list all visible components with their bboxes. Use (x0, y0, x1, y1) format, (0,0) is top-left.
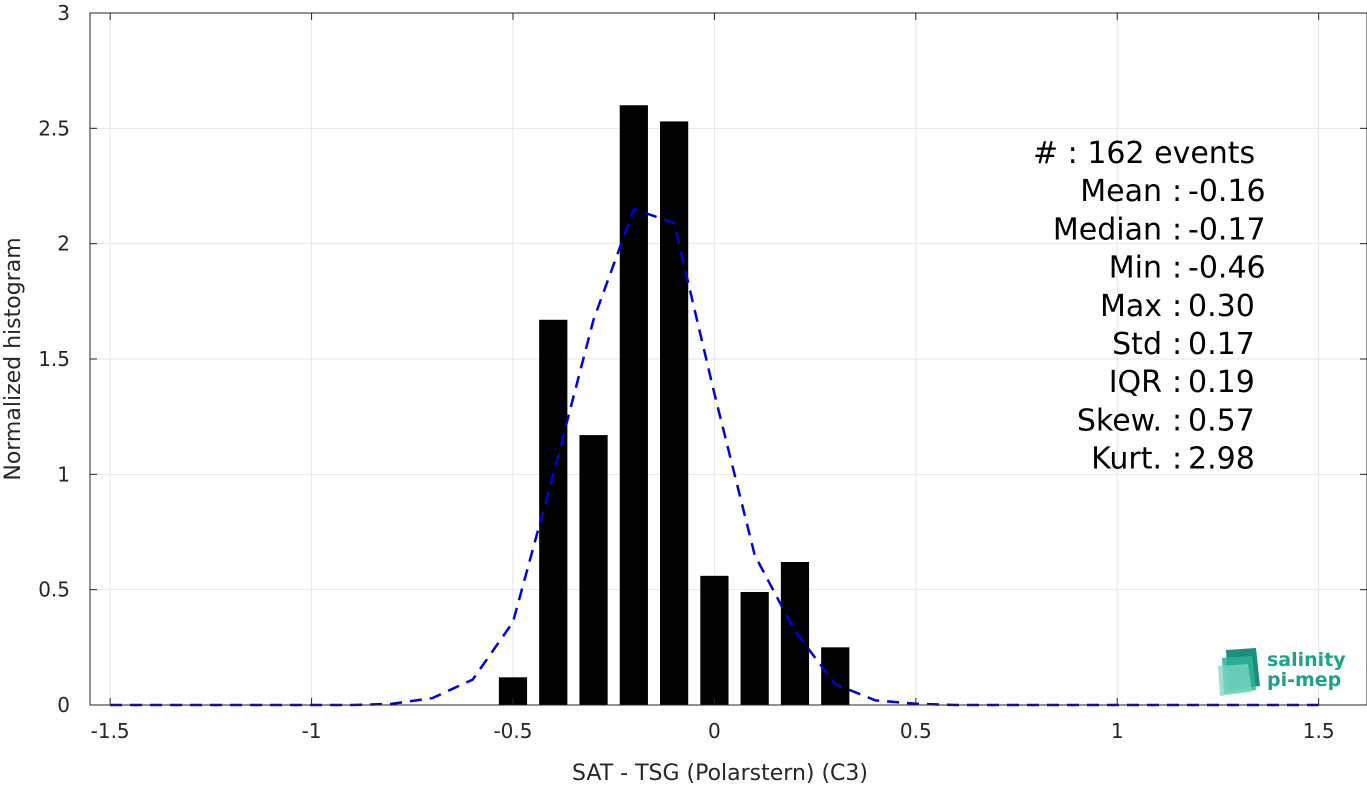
x-tick-label: 0.5 (900, 719, 932, 743)
y-tick-label: 1 (57, 462, 70, 486)
y-tick-label: 1.5 (38, 347, 70, 371)
histogram-bar (619, 105, 648, 706)
x-tick-label: -0.5 (493, 719, 532, 743)
stat-label: Skew. (1077, 403, 1162, 438)
stat-colon: : (1172, 403, 1182, 438)
stat-value: -0.46 (1188, 251, 1266, 286)
stat-value: 0.57 (1188, 403, 1255, 438)
histogram-bar (700, 575, 729, 705)
y-tick-label: 2 (57, 232, 70, 256)
histogram-bar (579, 435, 608, 705)
stat-colon: : (1172, 442, 1182, 477)
stat-row: Skew.:0.57 (1077, 403, 1255, 438)
stat-value: 0.19 (1188, 365, 1255, 400)
histogram-bar (821, 647, 850, 705)
stat-row: Kurt.:2.98 (1091, 442, 1255, 477)
histogram-bar (660, 121, 689, 705)
stat-label: Kurt. (1091, 442, 1162, 477)
stat-value: -0.16 (1188, 174, 1266, 209)
axes (89, 12, 1367, 706)
stat-label: IQR (1109, 365, 1162, 400)
stat-colon: : (1172, 365, 1182, 400)
stat-row: Min: -0.46 (1109, 251, 1266, 286)
y-tick-label: 3 (57, 1, 70, 25)
stat-value: 2.98 (1188, 442, 1255, 477)
stat-label: Median (1053, 212, 1162, 247)
x-tick-label: -1 (302, 719, 322, 743)
y-tick-label: 0.5 (38, 578, 70, 602)
stat-row: Median: -0.17 (1053, 212, 1266, 247)
stat-event-count: # : 162 events (1033, 136, 1255, 171)
stat-label: Mean (1080, 174, 1162, 209)
logo-line1: salinity (1267, 649, 1346, 671)
histogram-bar (740, 591, 769, 705)
logo-mark-icon (1218, 648, 1260, 696)
stat-row: Mean: -0.16 (1080, 174, 1265, 209)
y-tick-label: 0 (57, 693, 70, 717)
x-tick-label: 1.5 (1303, 719, 1335, 743)
stat-colon: : (1172, 251, 1182, 286)
x-tick-label: 1 (1111, 719, 1124, 743)
x-tick-label: 0 (708, 719, 721, 743)
stat-value: 0.30 (1188, 289, 1255, 324)
stat-colon: : (1172, 327, 1182, 362)
stat-value: -0.17 (1188, 212, 1266, 247)
stat-colon: : (1172, 212, 1182, 247)
stat-colon: : (1172, 289, 1182, 324)
stat-value: 0.17 (1188, 327, 1255, 362)
tick-labels: -1.5 -1 -0.5 0 0.5 1 1.5 0 0.5 1 1.5 2 2.5 3 (38, 1, 1334, 743)
x-tick-label: -1.5 (91, 719, 130, 743)
x-axis-title: SAT - TSG (Polarstern) (C3) (572, 761, 868, 785)
histogram-bar (780, 561, 810, 705)
salinity-pi-mep-logo: salinity pi-mep (1218, 648, 1346, 696)
stat-label: Max (1100, 289, 1162, 324)
stat-label: Std (1112, 327, 1162, 362)
logo-line2: pi-mep (1267, 669, 1341, 691)
stat-row: IQR:0.19 (1109, 365, 1255, 400)
stat-colon: : (1172, 174, 1182, 209)
y-tick-label: 2.5 (38, 116, 70, 140)
stat-row: Max:0.30 (1100, 289, 1255, 324)
stat-row: Std:0.17 (1112, 327, 1255, 362)
y-axis-title: Normalized histogram (1, 237, 26, 480)
stat-label: Min (1109, 251, 1162, 286)
histogram-bars (498, 105, 850, 706)
